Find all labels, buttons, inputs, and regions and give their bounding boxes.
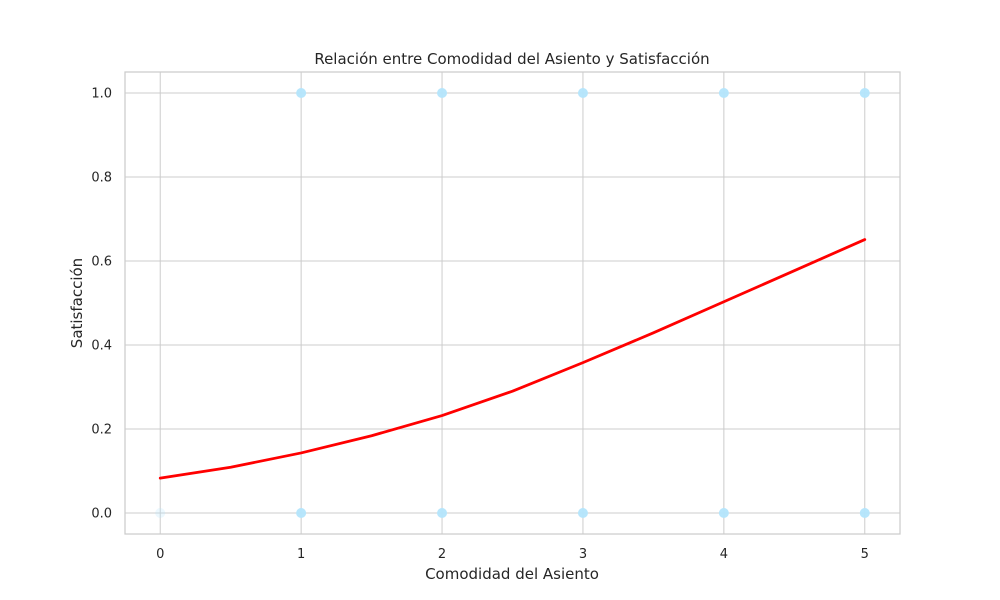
x-tick-label: 2	[438, 547, 446, 562]
x-tick-label: 3	[579, 547, 587, 562]
x-tick-label: 0	[156, 547, 164, 562]
y-tick-label: 0.0	[91, 507, 112, 522]
y-tick-label: 0.8	[91, 171, 112, 186]
x-axis-label: Comodidad del Asiento	[425, 565, 599, 583]
scatter-point	[859, 508, 870, 518]
y-tick-label: 0.2	[91, 423, 112, 438]
y-tick-label: 1.0	[91, 87, 112, 102]
scatter-point	[577, 88, 588, 98]
scatter-point	[437, 88, 448, 98]
y-tick-label: 0.6	[91, 255, 112, 270]
scatter-point	[296, 508, 307, 518]
y-axis-label: Satisfacción	[68, 258, 86, 348]
x-tick-label: 4	[720, 547, 728, 562]
chart-title: Relación entre Comodidad del Asiento y S…	[314, 50, 709, 68]
scatter-point	[859, 88, 870, 98]
scatter-point	[718, 88, 729, 98]
plot-frame	[124, 71, 901, 535]
x-tick-labels: 0 1 2 3 4 5	[156, 547, 869, 562]
x-tick-label: 1	[297, 547, 305, 562]
y-tick-label: 0.4	[91, 339, 112, 354]
scatter-point	[577, 508, 588, 518]
scatter-point	[296, 88, 307, 98]
y-tick-labels: 0.0 0.2 0.4 0.6 0.8 1.0	[91, 87, 112, 522]
scatter-points	[155, 88, 870, 518]
x-tick-label: 5	[861, 547, 869, 562]
fit-curve-line	[158, 238, 867, 480]
scatter-point	[155, 508, 166, 518]
scatter-point	[718, 508, 729, 518]
scatter-point	[437, 508, 448, 518]
fit-curve-layer	[158, 238, 867, 480]
